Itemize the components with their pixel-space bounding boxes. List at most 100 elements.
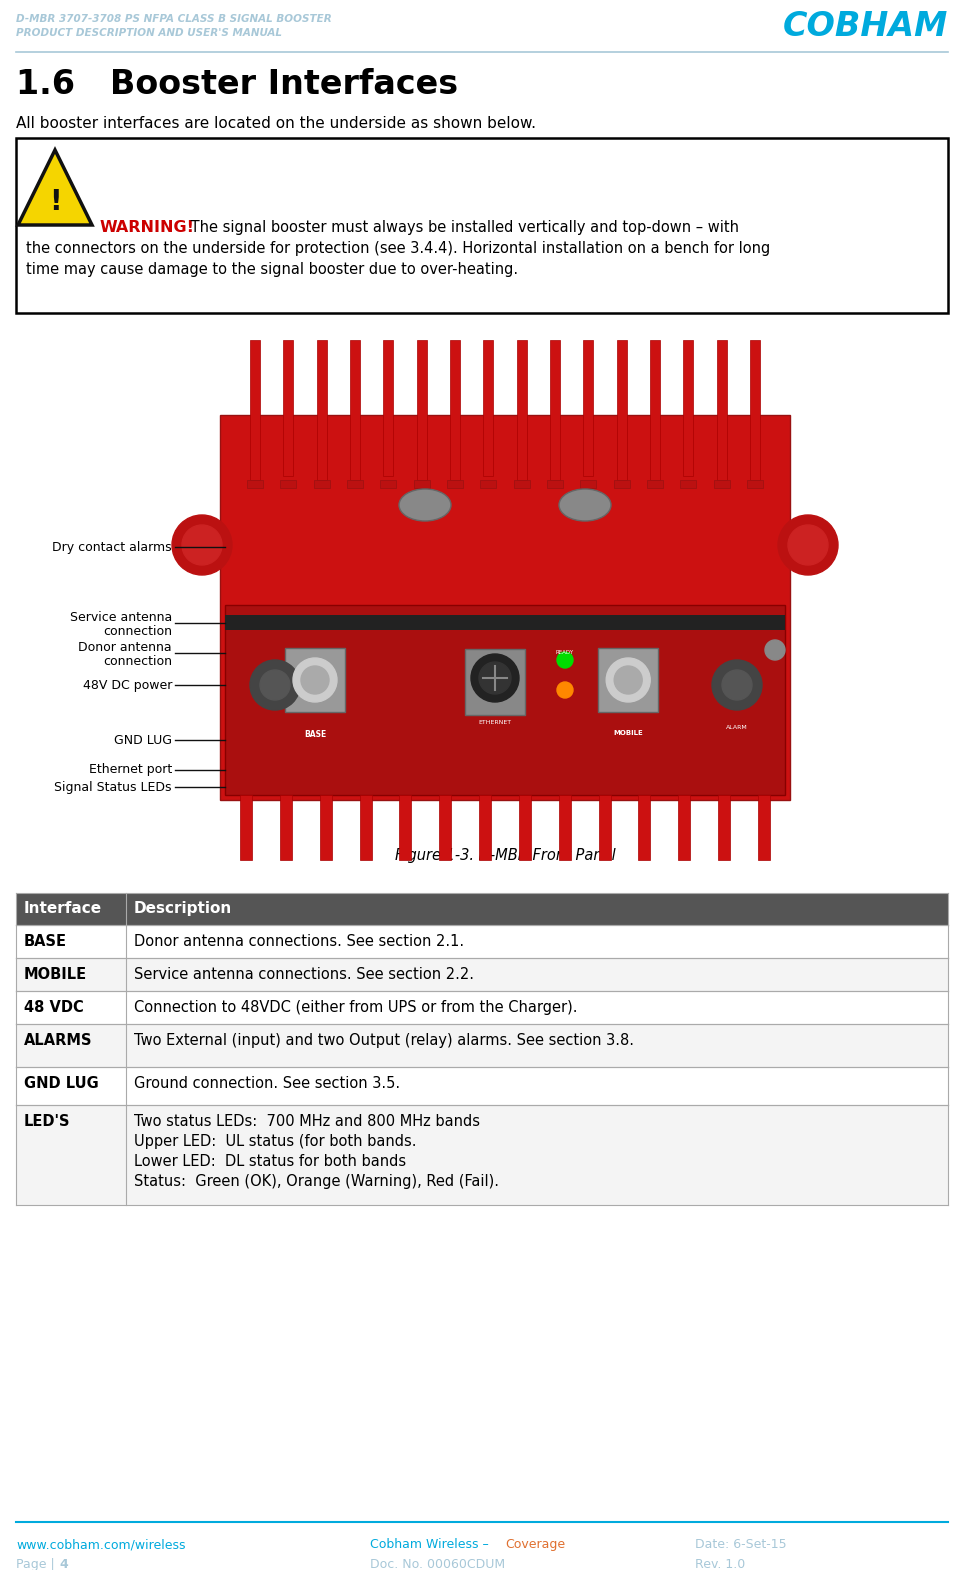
Text: Ground connection. See section 3.5.: Ground connection. See section 3.5.: [134, 1075, 400, 1091]
Text: !: !: [49, 188, 62, 217]
Bar: [747, 480, 763, 488]
Bar: [583, 341, 593, 476]
Ellipse shape: [399, 488, 451, 521]
Circle shape: [260, 670, 290, 700]
Bar: [360, 794, 371, 860]
Bar: [547, 480, 563, 488]
Bar: [599, 648, 658, 713]
Bar: [718, 794, 730, 860]
Bar: [16, 1024, 948, 1068]
Bar: [280, 794, 292, 860]
Bar: [313, 480, 330, 488]
Bar: [381, 480, 396, 488]
Text: BASE: BASE: [24, 934, 67, 948]
Bar: [283, 341, 293, 476]
Text: connection: connection: [103, 625, 172, 637]
Text: Page |: Page |: [16, 1557, 59, 1570]
Text: time may cause damage to the signal booster due to over-heating.: time may cause damage to the signal boos…: [26, 262, 518, 276]
Circle shape: [557, 652, 573, 667]
Text: 1.6   Booster Interfaces: 1.6 Booster Interfaces: [16, 68, 458, 100]
Bar: [16, 991, 948, 1024]
Bar: [225, 615, 785, 630]
Text: connection: connection: [103, 655, 172, 667]
Bar: [465, 648, 525, 714]
Circle shape: [172, 515, 232, 575]
Bar: [614, 480, 629, 488]
Bar: [681, 480, 696, 488]
Text: Two status LEDs:  700 MHz and 800 MHz bands: Two status LEDs: 700 MHz and 800 MHz ban…: [134, 1115, 480, 1129]
Circle shape: [788, 524, 828, 565]
Text: Rev. 1.0: Rev. 1.0: [695, 1557, 745, 1570]
Text: ALARM: ALARM: [726, 725, 748, 730]
Text: 4: 4: [59, 1557, 67, 1570]
Text: ETHERNET: ETHERNET: [478, 721, 512, 725]
Bar: [617, 341, 627, 480]
Circle shape: [250, 659, 300, 710]
Text: WARNING!: WARNING!: [100, 220, 195, 235]
Bar: [479, 794, 491, 860]
Text: The signal booster must always be installed vertically and top-down – with: The signal booster must always be instal…: [186, 220, 739, 235]
Text: PRODUCT DESCRIPTION AND USER'S MANUAL: PRODUCT DESCRIPTION AND USER'S MANUAL: [16, 28, 282, 38]
Text: Description: Description: [134, 901, 232, 915]
Ellipse shape: [559, 488, 611, 521]
Text: www.cobham.com/wireless: www.cobham.com/wireless: [16, 1539, 185, 1551]
Text: READY: READY: [556, 650, 575, 655]
Text: Date: 6-Set-15: Date: 6-Set-15: [695, 1539, 787, 1551]
Circle shape: [479, 663, 511, 694]
Text: Upper LED:  UL status (for both bands.: Upper LED: UL status (for both bands.: [134, 1134, 416, 1149]
Text: LED'S: LED'S: [24, 1115, 70, 1129]
Text: 48V DC power: 48V DC power: [83, 678, 172, 691]
Bar: [16, 1105, 948, 1206]
Bar: [414, 480, 430, 488]
Bar: [683, 341, 693, 476]
Text: Connection to 48VDC (either from UPS or from the Charger).: Connection to 48VDC (either from UPS or …: [134, 1000, 577, 1014]
Text: COBHAM: COBHAM: [783, 9, 948, 42]
Circle shape: [765, 641, 785, 659]
Bar: [679, 794, 690, 860]
Circle shape: [712, 659, 762, 710]
Circle shape: [614, 666, 642, 694]
Bar: [519, 794, 531, 860]
Bar: [483, 341, 494, 476]
Bar: [647, 480, 663, 488]
Bar: [285, 648, 345, 713]
Text: Donor antenna: Donor antenna: [78, 641, 172, 655]
Bar: [16, 893, 948, 925]
Bar: [480, 480, 496, 488]
Bar: [247, 480, 263, 488]
Circle shape: [293, 658, 337, 702]
Bar: [580, 480, 597, 488]
Text: Ethernet port: Ethernet port: [89, 763, 172, 777]
Bar: [16, 138, 948, 312]
Bar: [638, 794, 651, 860]
Text: GND LUG: GND LUG: [24, 1075, 98, 1091]
Text: Figure 1-3. D-MBR Front Panel: Figure 1-3. D-MBR Front Panel: [394, 848, 615, 864]
Bar: [447, 480, 463, 488]
Bar: [716, 341, 727, 480]
Text: MOBILE: MOBILE: [24, 967, 87, 981]
Circle shape: [778, 515, 838, 575]
Text: MOBILE: MOBILE: [613, 730, 643, 736]
Text: Service antenna connections. See section 2.2.: Service antenna connections. See section…: [134, 967, 474, 981]
Text: Interface: Interface: [24, 901, 102, 915]
Text: D-MBR 3707-3708 PS NFPA CLASS B SIGNAL BOOSTER: D-MBR 3707-3708 PS NFPA CLASS B SIGNAL B…: [16, 14, 332, 24]
Text: 48 VDC: 48 VDC: [24, 1000, 84, 1014]
Bar: [399, 794, 412, 860]
Text: Service antenna: Service antenna: [69, 611, 172, 623]
Bar: [650, 341, 660, 480]
Bar: [225, 604, 785, 794]
Circle shape: [606, 658, 650, 702]
Bar: [320, 794, 332, 860]
Bar: [384, 341, 393, 476]
Bar: [416, 341, 427, 480]
Bar: [450, 341, 460, 480]
Text: Dry contact alarms: Dry contact alarms: [52, 540, 172, 554]
Text: BASE: BASE: [304, 730, 326, 739]
Bar: [16, 1068, 948, 1105]
Bar: [240, 794, 252, 860]
Text: Signal Status LEDs: Signal Status LEDs: [55, 780, 172, 793]
Bar: [350, 341, 360, 480]
Bar: [250, 341, 260, 480]
Text: Coverage: Coverage: [505, 1539, 565, 1551]
Bar: [316, 341, 327, 480]
